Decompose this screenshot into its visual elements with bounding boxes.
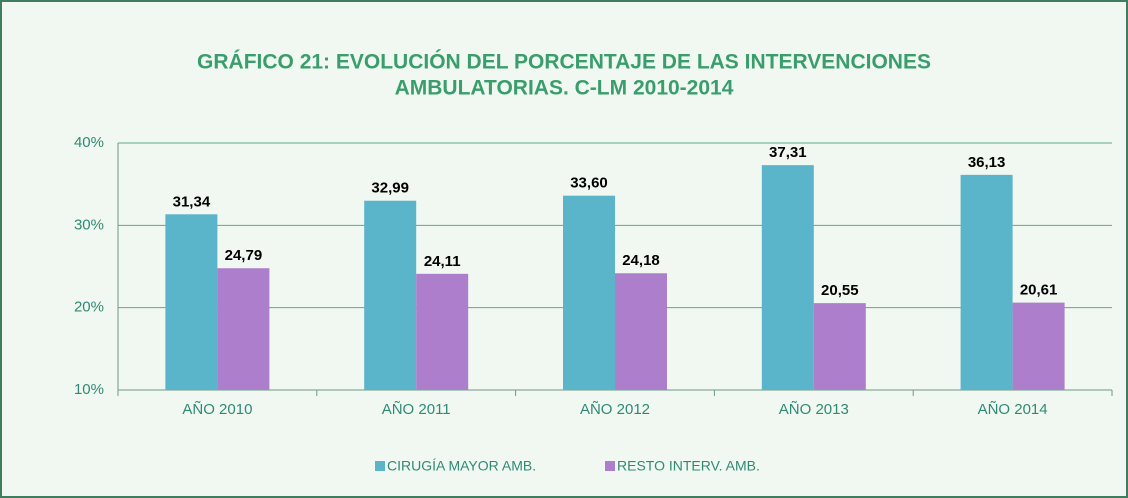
legend-swatch xyxy=(605,461,615,471)
bar xyxy=(813,303,866,390)
y-tick-label: 20% xyxy=(74,299,104,316)
data-label: 24,79 xyxy=(225,247,263,264)
x-tick-label: AÑO 2011 xyxy=(382,401,451,418)
data-label: 37,31 xyxy=(769,144,807,161)
y-tick-label: 10% xyxy=(74,381,104,398)
legend-label: CIRUGÍA MAYOR AMB. xyxy=(387,458,536,474)
y-tick-label: 30% xyxy=(74,216,104,233)
x-tick-label: AÑO 2014 xyxy=(978,401,1048,418)
bar xyxy=(960,174,1013,390)
data-label: 20,61 xyxy=(1020,282,1058,299)
data-label: 33,60 xyxy=(570,175,608,192)
bar xyxy=(563,195,615,390)
legend-swatch xyxy=(375,461,385,471)
bar xyxy=(615,273,667,390)
bar xyxy=(364,200,417,390)
chart-title: AMBULATORIAS. C-LM 2010-2014 xyxy=(395,77,734,100)
data-label: 20,55 xyxy=(821,282,859,299)
x-tick-label: AÑO 2012 xyxy=(580,401,650,418)
bar xyxy=(761,165,814,390)
data-label: 31,34 xyxy=(173,193,211,210)
data-label: 36,13 xyxy=(968,154,1006,171)
data-label: 24,18 xyxy=(622,252,660,269)
bar xyxy=(1012,302,1065,390)
data-label: 32,99 xyxy=(371,180,409,197)
x-tick-label: AÑO 2010 xyxy=(182,401,252,418)
legend-label: RESTO INTERV. AMB. xyxy=(617,458,760,474)
y-tick-label: 40% xyxy=(74,134,104,151)
bar xyxy=(416,273,469,390)
x-tick-label: AÑO 2013 xyxy=(779,401,849,418)
data-label: 24,11 xyxy=(424,253,461,270)
chart-title: GRÁFICO 21: EVOLUCIÓN DEL PORCENTAJE DE … xyxy=(197,50,931,74)
bar xyxy=(217,268,270,390)
bar xyxy=(165,214,218,390)
